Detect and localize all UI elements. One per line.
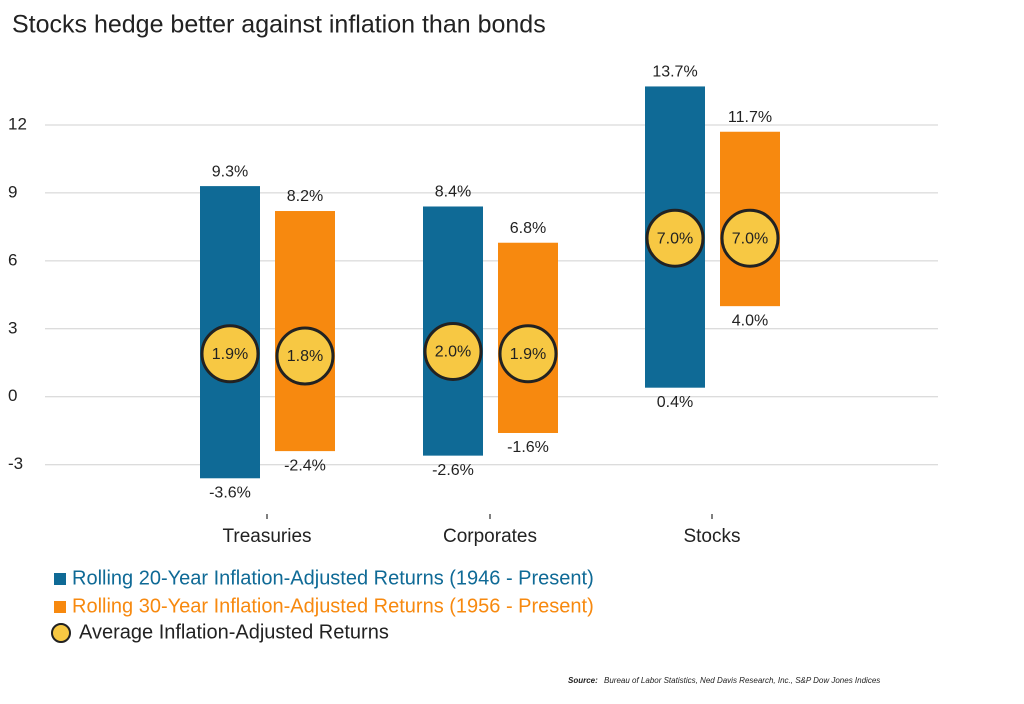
average-label: 7.0% (657, 230, 693, 247)
x-tick-label: Corporates (443, 526, 537, 547)
average-label: 1.9% (510, 346, 546, 363)
high-label: 8.4% (435, 184, 471, 201)
low-label: 4.0% (732, 312, 768, 329)
chart-title: Stocks hedge better against inflation th… (12, 11, 546, 39)
y-tick-label: 3 (8, 318, 17, 337)
average-label: 1.9% (212, 346, 248, 363)
legend-label: Average Inflation-Adjusted Returns (79, 621, 389, 643)
average-marker (645, 208, 705, 268)
low-label: -2.4% (284, 457, 326, 474)
average-marker (423, 321, 483, 381)
high-label: 6.8% (510, 220, 546, 237)
high-label: 13.7% (652, 64, 697, 81)
average-label: 7.0% (732, 230, 768, 247)
high-label: 11.7% (728, 109, 772, 126)
average-label: 1.8% (287, 348, 323, 365)
average-marker (720, 208, 780, 268)
low-label: 0.4% (657, 394, 693, 411)
source-label: Source: (568, 676, 598, 685)
high-label: 9.3% (212, 163, 248, 180)
high-label: 8.2% (287, 188, 323, 205)
y-tick-label: 9 (8, 182, 17, 201)
y-tick-label: -3 (8, 454, 23, 473)
average-label: 2.0% (435, 344, 471, 361)
y-tick-label: 12 (8, 114, 27, 133)
average-marker (498, 324, 558, 384)
average-marker (200, 324, 260, 384)
low-label: -3.6% (209, 485, 251, 502)
x-tick-label: Treasuries (222, 526, 311, 547)
y-tick-label: 6 (8, 250, 17, 269)
x-tick-label: Stocks (683, 526, 740, 547)
average-marker (275, 326, 335, 386)
legend-label: Rolling 30-Year Inflation-Adjusted Retur… (72, 595, 594, 617)
legend-swatch (54, 601, 66, 613)
source: Bureau of Labor Statistics, Ned Davis Re… (604, 676, 880, 685)
y-tick-label: 0 (8, 386, 17, 405)
legend-average-swatch (51, 623, 71, 643)
legend-label: Rolling 20-Year Inflation-Adjusted Retur… (72, 567, 594, 589)
low-label: -2.6% (432, 462, 474, 479)
low-label: -1.6% (507, 439, 549, 456)
legend-swatch (54, 573, 66, 585)
